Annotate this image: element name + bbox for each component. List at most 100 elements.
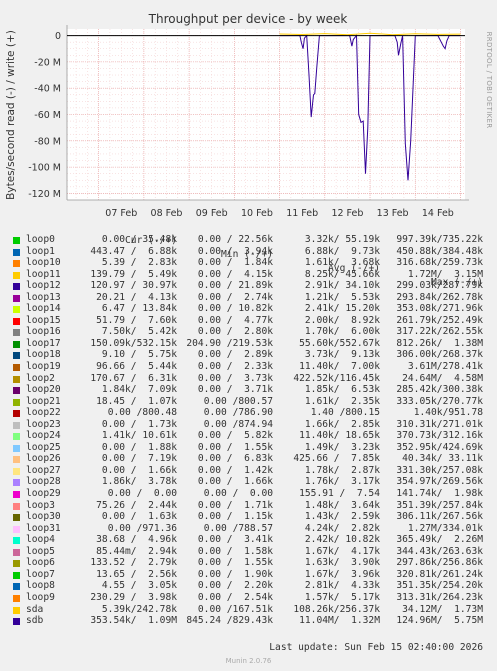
- legend-row-loop22: loop22 0.00 /800.48 0.00 /786.90 1.40 /800.…: [0, 407, 497, 419]
- legend-name: loop6: [26, 557, 55, 569]
- legend-min: 0.00 / 21.89k: [197, 280, 273, 292]
- legend-cur: 13.65 / 2.56k: [96, 568, 177, 580]
- legend-min: 0.00 / 4.77k: [197, 314, 273, 326]
- legend-min: 0.00 / 2.89k: [197, 349, 273, 361]
- legend-swatch: [13, 491, 20, 499]
- legend-max: 1.72M/ 3.15M: [407, 268, 483, 280]
- legend-cur: 0.00 / 7.19k: [101, 453, 177, 465]
- legend-row-loop10: loop10 5.39 / 2.83k 0.00 / 1.84k 1.61k/ 3.6…: [0, 257, 497, 269]
- y-tick-label: -80 M: [34, 136, 61, 147]
- legend-max: 141.74k/ 1.98k: [396, 488, 483, 500]
- legend-min: 204.90 /219.53k: [186, 337, 273, 349]
- legend-swatch: [13, 433, 20, 441]
- legend-min: 0.00 / 4.15k: [197, 268, 273, 280]
- legend-name: loop0: [26, 234, 55, 245]
- legend-cur: 0.00 / 35.48k: [101, 234, 177, 245]
- legend-name: loop12: [26, 280, 61, 292]
- legend-min: 0.00 /788.57: [203, 522, 273, 534]
- legend-row-loop12: loop12 120.97 / 30.97k 0.00 / 21.89k 2.91k/…: [0, 280, 497, 292]
- legend-name: sdb: [26, 615, 44, 627]
- legend-name: loop29: [26, 488, 61, 500]
- legend-min: 0.00 / 0.00: [203, 488, 273, 500]
- legend-cur: 38.68 / 4.96k: [96, 534, 177, 546]
- legend-row-loop16: loop16 7.50k/ 5.42k 0.00 / 2.80k 1.70k/ 6.0…: [0, 326, 497, 338]
- legend-avg: 155.91 / 7.54: [299, 488, 380, 500]
- legend-name: loop4: [26, 534, 55, 546]
- series-line-sdb: [279, 34, 461, 181]
- legend-max: 40.34k/ 33.11k: [402, 453, 483, 465]
- legend-swatch: [13, 237, 20, 244]
- legend-swatch: [13, 364, 20, 372]
- legend-avg: 1.61k/ 3.68k: [304, 257, 380, 269]
- legend-min: 0.00 / 2.54k: [197, 591, 273, 603]
- legend-swatch: [13, 456, 20, 464]
- x-tick-label: 07 Feb: [105, 208, 137, 219]
- legend-max: 1.27M/334.01k: [407, 522, 483, 534]
- legend-max: 344.43k/263.63k: [396, 545, 483, 557]
- legend-row-loop27: loop27 0.00 / 1.66k 0.00 / 1.42k 1.78k/ 2.8…: [0, 465, 497, 477]
- legend-max: 24.64M/ 4.58M: [402, 372, 483, 384]
- legend-cur: 1.41k/ 10.61k: [101, 430, 177, 442]
- y-tick-label: -40 M: [34, 84, 61, 95]
- legend-min: 0.00 /874.94: [203, 418, 273, 430]
- legend-swatch: [13, 294, 20, 302]
- legend-max: 34.12M/ 1.73M: [402, 603, 483, 615]
- legend-swatch: [13, 606, 20, 614]
- legend-row-loop11: loop11 139.79 / 5.49k 0.00 / 4.15k 8.25k/ 4…: [0, 269, 497, 281]
- y-tick-label: -60 M: [34, 110, 61, 121]
- legend-max: 331.30k/257.08k: [396, 464, 483, 476]
- legend-cur: 0.00 / 1.88k: [101, 441, 177, 453]
- legend-cur: 51.79 / 7.60k: [96, 314, 177, 326]
- legend-min: 0.00 / 1.84k: [197, 257, 273, 269]
- legend-min: 0.00 / 3.94k: [197, 245, 273, 257]
- legend-max: 354.97k/269.56k: [396, 476, 483, 488]
- legend-name: loop7: [26, 568, 55, 580]
- legend-min: 0.00 / 10.82k: [197, 303, 273, 315]
- legend-min: 0.00 /800.57: [203, 395, 273, 407]
- legend-avg: 4.24k/ 2.82k: [304, 522, 380, 534]
- legend-name: sda: [26, 603, 44, 615]
- legend-min: 0.00 / 1.66k: [197, 476, 273, 488]
- legend-name: loop14: [26, 303, 61, 315]
- legend-avg: 108.26k/256.37k: [293, 603, 380, 615]
- legend-min: 0.00 / 2.33k: [197, 361, 273, 373]
- legend-max: 285.42k/300.38k: [396, 384, 483, 396]
- legend-row-loop21: loop21 18.45 / 1.07k 0.00 /800.57 1.61k/ 2.…: [0, 396, 497, 408]
- legend-name: loop31: [26, 522, 61, 534]
- legend-max: 317.22k/262.55k: [396, 326, 483, 338]
- legend-row-loop23: loop23 0.00 / 1.73k 0.00 /874.94 1.66k/ 2.8…: [0, 419, 497, 431]
- legend-table: Cur (-/+) Min (-/+) Avg (-/+) Max (-/+) …: [0, 220, 497, 627]
- legend-row-loop25: loop25 0.00 / 1.88k 0.00 / 1.55k 1.49k/ 3.2…: [0, 442, 497, 454]
- legend-row-sdb: sdb 353.54k/ 1.09M 845.24 /829.43k 11.04M/ …: [0, 615, 497, 627]
- legend-avg: 11.40k/ 18.65k: [299, 430, 380, 442]
- legend-cur: 1.86k/ 3.78k: [101, 476, 177, 488]
- legend-max: 1.40k/951.78: [413, 407, 483, 419]
- legend-max: 306.00k/268.37k: [396, 349, 483, 361]
- legend-avg: 2.00k/ 8.92k: [304, 314, 380, 326]
- legend-max: 333.05k/270.77k: [396, 395, 483, 407]
- legend-swatch: [13, 548, 20, 556]
- legend-row-sda: sda 5.39k/242.78k 0.00 /167.51k 108.26k/256…: [0, 604, 497, 616]
- legend-max: 450.88k/384.48k: [396, 245, 483, 257]
- legend-max: 299.03k/287.79k: [396, 280, 483, 292]
- legend-avg: 11.40k/ 7.00k: [299, 361, 380, 373]
- legend-name: loop10: [26, 257, 61, 269]
- legend-max: 313.31k/264.23k: [396, 591, 483, 603]
- legend-cur: 9.10 / 5.75k: [101, 349, 177, 361]
- header-cur: Cur (-/+): [125, 235, 177, 246]
- legend-avg: 1.43k/ 2.59k: [304, 511, 380, 523]
- munin-version: Munin 2.0.76: [225, 657, 272, 665]
- x-tick-label: 10 Feb: [241, 208, 273, 219]
- legend-cur: 4.55 / 3.05k: [101, 580, 177, 592]
- legend-min: 0.00 / 1.71k: [197, 499, 273, 511]
- legend-row-loop9: loop9 230.29 / 3.98k 0.00 / 2.54k 1.57k/ 5.…: [0, 592, 497, 604]
- legend-row-loop7: loop7 13.65 / 2.56k 0.00 / 1.90k 1.67k/ 3.9…: [0, 569, 497, 581]
- legend-max: 352.95k/424.69k: [396, 441, 483, 453]
- header-max: Max (-/+): [431, 277, 483, 288]
- legend-min: 0.00 / 2.74k: [197, 291, 273, 303]
- legend-row-loop30: loop30 0.00 / 1.63k 0.00 / 1.15k 1.43k/ 2.5…: [0, 511, 497, 523]
- legend-name: loop20: [26, 384, 61, 396]
- legend-name: loop1: [26, 245, 55, 257]
- legend-swatch: [13, 352, 20, 360]
- legend-row-loop0: loop0 0.00 / 35.48k 0.00 / 22.56k 3.32k/ 55…: [0, 234, 497, 246]
